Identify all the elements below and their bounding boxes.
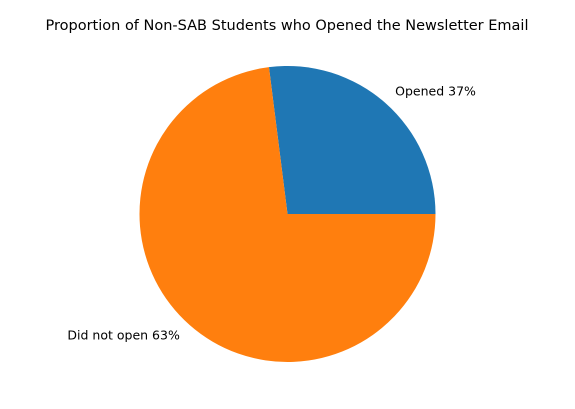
pie-slices	[139, 65, 436, 362]
chart-title: Proportion of Non-SAB Students who Opene…	[46, 18, 529, 34]
pie-labels: Opened 37% Did not open 63%	[67, 83, 476, 342]
pie-slice-label-1: Did not open 63%	[67, 328, 180, 343]
pie-slice-1	[139, 67, 436, 362]
pie-slice-label-0: Opened 37%	[395, 83, 476, 98]
pie-slice-0	[268, 65, 436, 215]
